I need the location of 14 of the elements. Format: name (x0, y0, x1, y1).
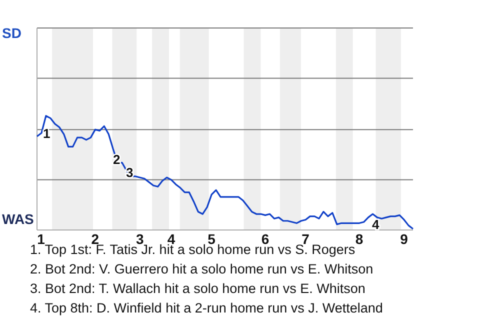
x-tick-label: 5 (208, 231, 216, 247)
annotation: 4 (372, 217, 380, 232)
text: SD (2, 25, 22, 41)
x-tick-label: 6 (261, 231, 270, 247)
annotation: 1 (43, 126, 50, 141)
text: WAS (2, 211, 34, 227)
x-tick-label: 7 (302, 231, 310, 247)
text: 2. Bot 2nd: V. Guerrero hit a solo home run vs E. Whitson (30, 262, 374, 276)
x-tick-label: 3 (136, 231, 144, 247)
text: 3. Bot 2nd: T. Wallach hit a solo home run vs E. Whitson (30, 281, 366, 296)
x-tick-label: 1 (37, 231, 46, 247)
text: 4. Top 8th: D. Winfield hit a 2-run home run vs J. Wetteland (30, 300, 383, 316)
x-tick-label: 8 (355, 231, 364, 247)
x-tick-label: 9 (400, 231, 408, 247)
